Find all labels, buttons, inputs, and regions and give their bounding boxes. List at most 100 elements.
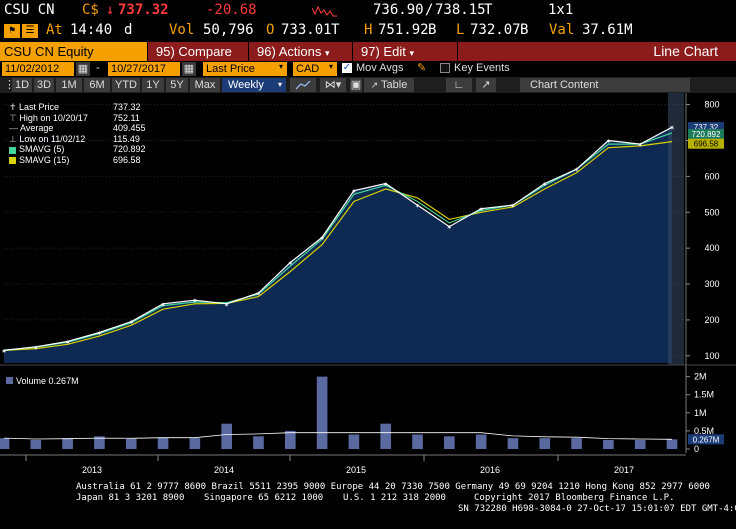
last-period-highlight — [668, 93, 684, 365]
price-point-0: ✶ — [2, 346, 7, 355]
period-button-6m[interactable]: 6M — [84, 78, 110, 92]
table-button[interactable]: ↗ Table — [364, 78, 414, 92]
at-time: 14:40 — [70, 22, 113, 38]
trend-line-icon — [295, 80, 311, 90]
legend-smavg5[interactable]: SMAVG (5) 720.892 — [9, 144, 146, 155]
price-tag-bg-0 — [688, 122, 724, 133]
volume-bar-17 — [539, 438, 551, 449]
volume-bar-6 — [189, 438, 201, 449]
volume-bars — [0, 376, 678, 449]
period-button-5y[interactable]: 5Y — [166, 78, 188, 92]
news-icon[interactable]: ☰ — [22, 24, 38, 38]
footer-contacts-1: Australia 61 2 9777 8600 Brazil 5511 239… — [76, 482, 710, 492]
volume-bar-4 — [125, 438, 137, 449]
at-suffix: d — [124, 22, 133, 38]
currency-dropdown-icon: ▾ — [329, 62, 334, 71]
crosshair-tool-icon[interactable]: ⋈▾ — [320, 78, 346, 92]
line-chart-tool-icon[interactable] — [290, 78, 316, 92]
chart-content-button[interactable]: Chart Content — [520, 78, 690, 92]
price-point-13: ✶ — [415, 201, 420, 210]
high-value: 751.92 — [378, 22, 429, 38]
period-button-3d[interactable]: 3D — [34, 78, 54, 92]
compare-menu[interactable]: 95) Compare — [148, 42, 248, 61]
period-button-1y[interactable]: 1Y — [142, 78, 164, 92]
actions-menu-label: Actions — [278, 44, 322, 59]
zoom-tool-icon[interactable]: ▣ — [350, 78, 362, 92]
alert-icon[interactable]: ⚑ — [4, 24, 20, 38]
footer-session: SN 732280 H698-3084-0 27-Oct-17 15:01:07… — [458, 504, 736, 514]
x-tick-label-2015: 2015 — [346, 465, 366, 475]
volume-bar-14 — [444, 436, 455, 449]
volume-bar-2 — [62, 438, 73, 449]
axis-panel — [685, 93, 736, 479]
last-price: 737.32 — [118, 2, 169, 18]
price-point-16: ✶ — [511, 201, 516, 210]
volume-bar-12 — [380, 423, 392, 449]
high-source: B — [428, 22, 437, 38]
x-tick-label-2017: 2017 — [614, 465, 634, 475]
mov-avgs-checkbox[interactable]: ✓ — [342, 62, 352, 73]
smavg5-swatch — [9, 146, 16, 154]
sparkline-icon — [312, 5, 337, 17]
edit-menu[interactable]: 97) Edit ▾ — [353, 42, 457, 61]
price-point-21: ✶ — [670, 123, 675, 132]
legend-last-price: ✝ Last Price 737.32 — [9, 102, 141, 112]
price-area-fill — [4, 127, 672, 363]
edit-dropdown-icon: ▾ — [409, 48, 414, 58]
actions-menu[interactable]: 96) Actions ▾ — [249, 42, 352, 61]
volume-bar-11 — [348, 434, 360, 449]
price-point-9: ✶ — [288, 259, 293, 268]
price-chart[interactable]: ✶✶✶✶✶✶✶✶✶✶✶✶✶✶✶✶✶✶✶✶✶✶ 80070060050040030… — [0, 93, 736, 479]
period-button-1m[interactable]: 1M — [56, 78, 82, 92]
legend-smavg15-label: SMAVG (15) — [19, 154, 70, 165]
price-point-11: ✶ — [351, 187, 356, 196]
price-point-14: ✶ — [447, 223, 452, 232]
price-tag-bg-2 — [688, 138, 724, 149]
period-button-1d[interactable]: 1D — [12, 78, 32, 92]
table-button-label: Table — [381, 79, 408, 91]
ticker: CSU CN — [4, 2, 55, 18]
edit-menu-label: Edit — [383, 44, 406, 59]
price-field-select[interactable]: Last Price — [203, 62, 287, 76]
smavg5-line — [3, 132, 673, 351]
toolbar-grip-icon: ⋮ — [4, 79, 15, 91]
volume-legend: Volume 0.267M — [6, 376, 79, 386]
collapse-icon[interactable]: ∟ — [446, 78, 472, 92]
period-button-ytd[interactable]: YTD — [112, 78, 140, 92]
volume-value: 50,796 — [203, 22, 254, 38]
start-date-field[interactable]: 11/02/2012 — [2, 62, 74, 76]
volume-tick-label-0: 0 — [694, 444, 699, 454]
legend-low-value: 115.49 — [113, 133, 140, 144]
y-tick-label-800: 800 — [704, 100, 719, 110]
frequency-select[interactable]: Weekly ▾ — [222, 78, 286, 92]
expand-icon[interactable]: ↗ — [476, 78, 496, 92]
volume-bar-0 — [0, 438, 10, 449]
bid-ask-size: 1x1 — [548, 2, 574, 18]
start-calendar-icon[interactable]: ▦ — [76, 62, 90, 76]
pencil-icon[interactable]: ✎ — [417, 62, 427, 74]
volume-bar-15 — [475, 434, 487, 449]
volume-tag: 0.267M — [688, 434, 724, 445]
y-tick-label-300: 300 — [704, 279, 719, 289]
footer-us: U.S. 1 212 318 2000 — [343, 493, 446, 503]
end-calendar-icon[interactable]: ▦ — [182, 62, 196, 76]
legend-smavg15[interactable]: SMAVG (15) 696.58 — [9, 154, 141, 166]
key-events-checkbox[interactable] — [440, 63, 450, 73]
legend-high: ⊤ High on 10/20/17 752.11 — [9, 112, 140, 123]
period-button-max[interactable]: Max — [190, 78, 220, 92]
quote-line-2: ⚑ ☰ At 14:40 d Vol 50,796 O 733.01 T H 7… — [0, 22, 736, 42]
chart-content-label: Chart Content — [530, 79, 599, 91]
low-value: 732.07 — [470, 22, 521, 38]
price-point-4: ✶ — [129, 318, 134, 327]
volume-swatch — [6, 377, 13, 384]
price-point-6: ✶ — [192, 296, 197, 305]
currency-select[interactable]: CAD — [293, 62, 337, 76]
end-date-field[interactable]: 10/27/2017 — [108, 62, 180, 76]
volume-bar-3 — [94, 436, 105, 449]
chart-type-title: Line Chart — [458, 42, 736, 61]
actions-dropdown-icon: ▾ — [324, 48, 330, 58]
x-tick-label-2016: 2016 — [480, 465, 500, 475]
security-field[interactable]: CSU CN Equity — [0, 42, 147, 61]
x-tick-label-2014: 2014 — [214, 465, 234, 475]
price-point-8: ✶ — [256, 289, 261, 298]
